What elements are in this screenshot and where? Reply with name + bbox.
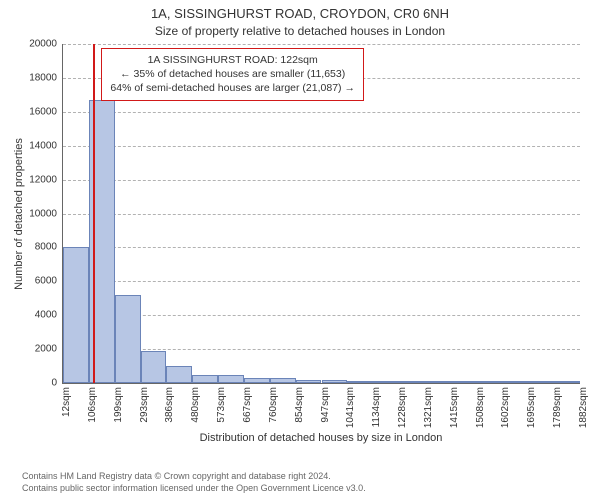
x-tick-label: 106sqm: [87, 387, 98, 423]
x-tick-label: 1415sqm: [449, 387, 460, 428]
footer-line-1: Contains HM Land Registry data © Crown c…: [22, 470, 590, 482]
y-tick-label: 2000: [35, 344, 57, 355]
info-box-line-3: 64% of semi-detached houses are larger (…: [110, 81, 355, 95]
histogram-bar: [399, 381, 425, 383]
x-tick-label: 386sqm: [164, 387, 175, 423]
histogram-bar: [244, 378, 270, 383]
x-tick-label: 1789sqm: [552, 387, 563, 428]
x-tick-label: 12sqm: [61, 387, 72, 417]
x-tick-label: 1041sqm: [345, 387, 356, 428]
histogram-bar: [528, 381, 554, 383]
x-tick-label: 1508sqm: [475, 387, 486, 428]
chart-container: 1A, SISSINGHURST ROAD, CROYDON, CR0 6NH …: [0, 0, 600, 500]
chart-subtitle: Size of property relative to detached ho…: [0, 24, 600, 38]
x-tick-label: 293sqm: [139, 387, 150, 423]
chart-title: 1A, SISSINGHURST ROAD, CROYDON, CR0 6NH: [0, 6, 600, 21]
y-tick-label: 4000: [35, 310, 57, 321]
x-tick-label: 1228sqm: [397, 387, 408, 428]
histogram-bar: [192, 375, 218, 383]
histogram-bar: [296, 380, 322, 383]
y-tick-label: 8000: [35, 242, 57, 253]
x-tick-label: 1602sqm: [500, 387, 511, 428]
info-box-line-2: ← 35% of detached houses are smaller (11…: [110, 67, 355, 81]
histogram-bar: [477, 381, 503, 383]
y-tick-label: 18000: [29, 72, 57, 83]
histogram-bar: [425, 381, 451, 383]
info-box-line-1: 1A SISSINGHURST ROAD: 122sqm: [110, 53, 355, 67]
histogram-bar: [141, 351, 167, 383]
x-tick-label: 947sqm: [320, 387, 331, 423]
histogram-bar: [451, 381, 477, 383]
grid-line: [63, 112, 580, 113]
x-tick-label: 1695sqm: [526, 387, 537, 428]
x-tick-label: 1134sqm: [371, 387, 382, 427]
histogram-bar: [218, 375, 244, 383]
histogram-bar: [322, 380, 348, 383]
histogram-bar: [63, 247, 89, 383]
x-tick-label: 667sqm: [242, 387, 253, 423]
y-tick-label: 6000: [35, 276, 57, 287]
chart-plot-area: 0200040006000800010000120001400016000180…: [62, 44, 580, 384]
x-tick-label: 1882sqm: [578, 387, 589, 428]
x-tick-label: 854sqm: [294, 387, 305, 423]
histogram-bar: [270, 378, 296, 383]
property-marker-line: [93, 44, 95, 383]
y-tick-label: 10000: [29, 208, 57, 219]
grid-line: [63, 214, 580, 215]
histogram-bar: [502, 381, 528, 383]
grid-line: [63, 247, 580, 248]
histogram-bar: [347, 381, 373, 383]
x-tick-label: 1321sqm: [423, 387, 434, 428]
y-tick-label: 14000: [29, 140, 57, 151]
attribution-footer: Contains HM Land Registry data © Crown c…: [22, 470, 590, 494]
x-tick-label: 199sqm: [113, 387, 124, 423]
grid-line: [63, 315, 580, 316]
x-axis-title: Distribution of detached houses by size …: [62, 432, 580, 444]
grid-line: [63, 281, 580, 282]
y-axis-title: Number of detached properties: [12, 44, 26, 384]
x-tick-label: 573sqm: [216, 387, 227, 423]
grid-line: [63, 146, 580, 147]
footer-line-2: Contains public sector information licen…: [22, 482, 590, 494]
histogram-bar: [373, 381, 399, 383]
histogram-bar: [554, 381, 580, 383]
property-info-box: 1A SISSINGHURST ROAD: 122sqm← 35% of det…: [101, 48, 364, 101]
grid-line: [63, 180, 580, 181]
x-tick-label: 480sqm: [190, 387, 201, 423]
y-tick-label: 0: [51, 378, 57, 389]
x-tick-label: 760sqm: [268, 387, 279, 423]
grid-line: [63, 44, 580, 45]
histogram-bar: [166, 366, 192, 383]
y-tick-label: 16000: [29, 106, 57, 117]
y-tick-label: 12000: [29, 174, 57, 185]
y-tick-label: 20000: [29, 39, 57, 50]
histogram-bar: [115, 295, 141, 383]
